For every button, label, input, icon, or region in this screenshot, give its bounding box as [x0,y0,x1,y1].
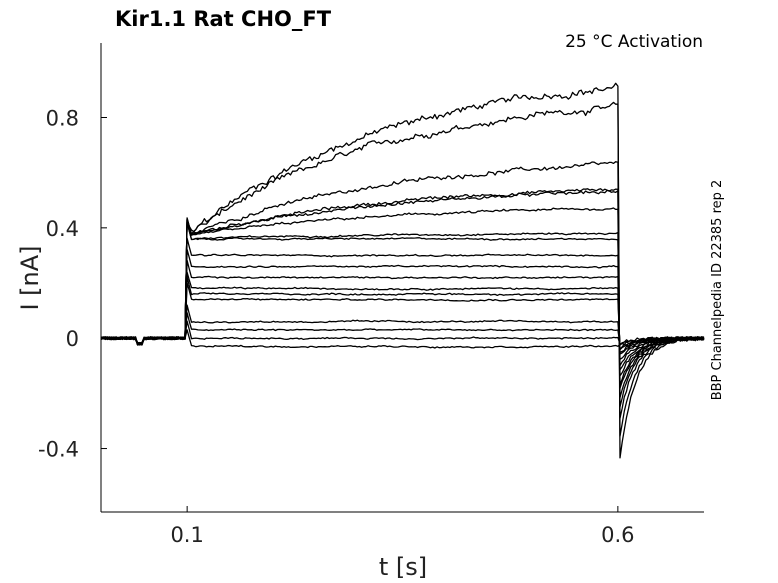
current-trace-16 [100,312,705,346]
y-tick-label: 0.4 [46,217,79,241]
traces-group [100,82,705,459]
x-axis-label: t [s] [379,553,427,581]
current-trace-17 [100,320,705,346]
current-trace-15 [100,304,705,350]
current-trace-11 [100,259,705,360]
current-trace-18 [100,329,705,349]
condition-annotation: 25 °C Activation [565,32,703,52]
x-tick-label: 0.1 [170,523,203,547]
ticks-group: 0.1 0.6 0.8 0.4 0 -0.4 [38,106,635,547]
current-trace-2 [100,101,705,437]
current-trace-14 [100,282,705,351]
current-trace-7 [100,221,705,386]
current-trace-13 [100,276,705,354]
y-tick-label: -0.4 [38,438,79,462]
current-trace-1 [100,82,705,459]
current-trace-9 [101,237,705,371]
y-tick-label: 0 [66,327,79,351]
current-trace-6 [100,207,705,389]
x-tick-label: 0.6 [601,523,634,547]
source-side-label: BBP Channelpedia ID 22385 rep 2 [710,180,725,401]
y-axis-label: I [nA] [16,245,44,310]
y-tick-label: 0.8 [46,106,79,130]
chart-title: Kir1.1 Rat CHO_FT [115,7,332,31]
current-trace-12 [100,271,705,355]
current-trace-5 [100,189,705,399]
current-trace-8 [100,221,705,377]
current-trace-10 [100,248,705,367]
